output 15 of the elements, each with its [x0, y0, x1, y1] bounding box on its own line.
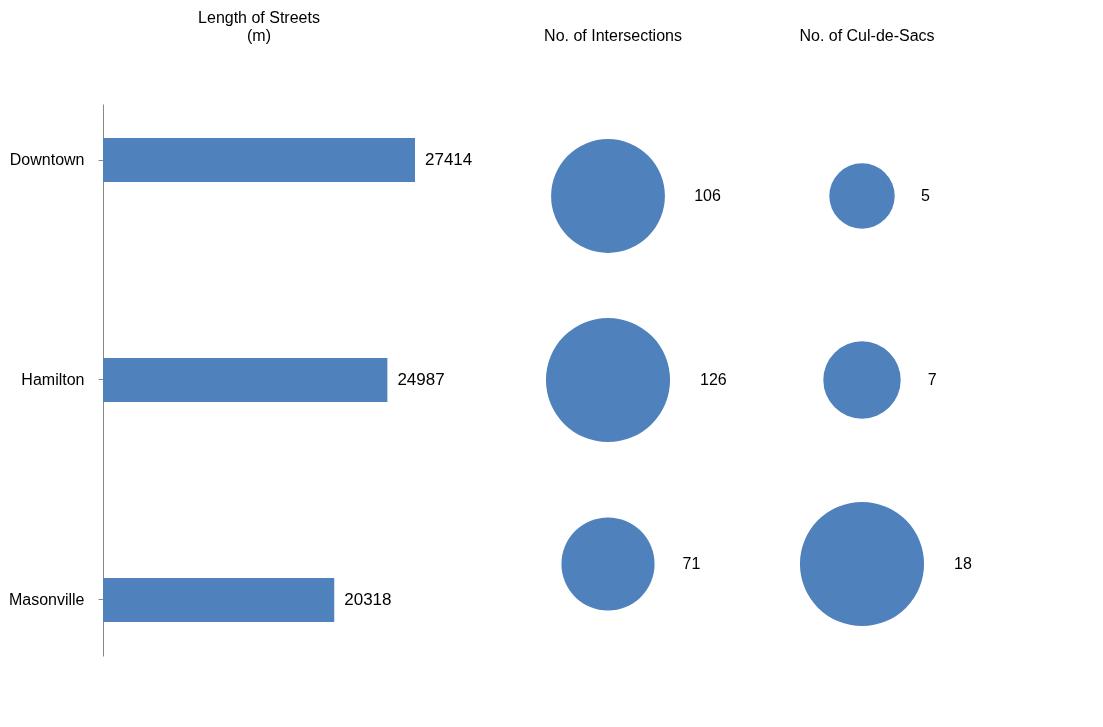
data-label: 71 [682, 555, 701, 572]
text: No. of Cul-de-Sacs [799, 27, 935, 44]
data-label: 18 [954, 555, 972, 572]
data-label: 126 [700, 371, 727, 388]
data-label: 5 [920, 187, 930, 204]
y-tick-label: Hamilton [21, 371, 85, 388]
y-tick-label: Downtown [9, 151, 85, 169]
data-label: 7 [927, 371, 937, 388]
chart-title: Length of Streets (m) [198, 9, 320, 44]
data-label: 106 [694, 187, 722, 204]
data-label: 24987 [397, 370, 445, 389]
text: No. of Intersections [544, 27, 682, 44]
data-label: 27414 [425, 150, 473, 170]
data-label: 20318 [344, 589, 392, 609]
y-tick-label: Masonville [8, 590, 85, 608]
